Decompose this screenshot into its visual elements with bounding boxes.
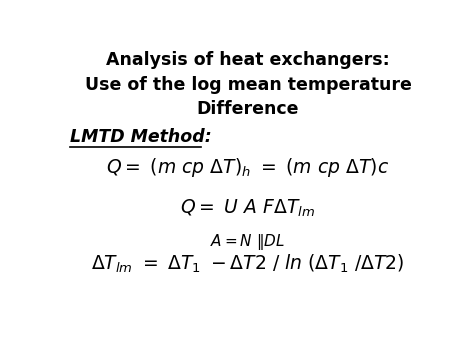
Text: LMTD Method:: LMTD Method: [70,128,212,146]
Text: $\mathit{A=N\ \Vert DL}$: $\mathit{A=N\ \Vert DL}$ [211,232,286,252]
Text: Difference: Difference [197,100,299,118]
Text: Analysis of heat exchangers:: Analysis of heat exchangers: [106,51,390,69]
Text: $\mathit{\Delta T_{lm}\ =\ \Delta T_1\ -\Delta T2\ /\ ln\ (\Delta T_1\ /\Delta T: $\mathit{\Delta T_{lm}\ =\ \Delta T_1\ -… [91,253,405,275]
Text: $\mathit{Q=\ U\ A\ F\Delta T_{lm}}$: $\mathit{Q=\ U\ A\ F\Delta T_{lm}}$ [180,198,315,219]
Text: $\mathit{Q=\ (m\ cp\ \Delta T)_h\ =\ (m\ cp\ \Delta T)c}$: $\mathit{Q=\ (m\ cp\ \Delta T)_h\ =\ (m\… [106,156,390,179]
Text: Use of the log mean temperature: Use of the log mean temperature [85,76,411,94]
